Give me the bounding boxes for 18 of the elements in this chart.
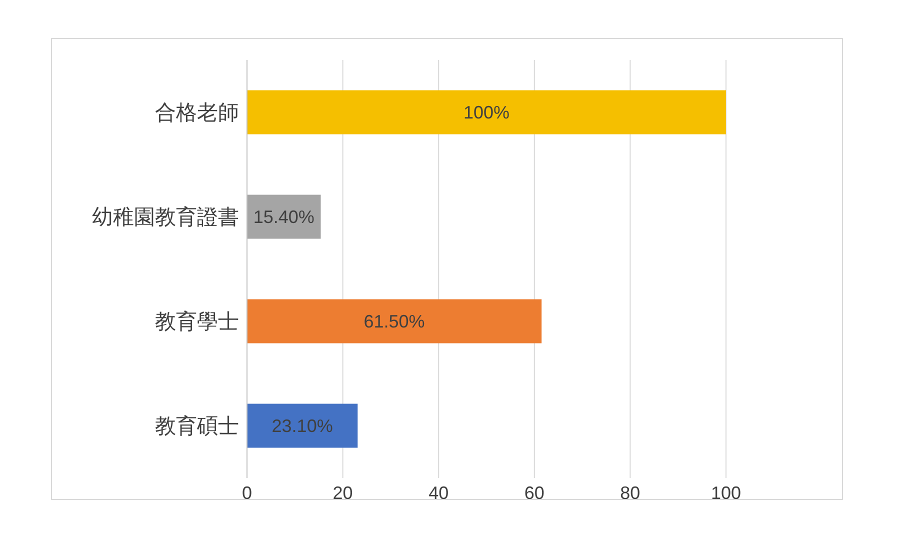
data-label: 61.50% [364, 312, 425, 332]
bar [247, 90, 726, 134]
x-tick-label: 100 [710, 482, 742, 503]
y-tick-label: 教育碩士 [155, 414, 239, 438]
x-tick-label: 60 [524, 482, 544, 503]
data-label: 100% [463, 102, 510, 123]
y-tick-label: 幼稚園教育證書 [92, 205, 239, 230]
x-tick-label: 40 [428, 482, 449, 503]
data-label: 23.10% [272, 416, 333, 436]
bar [247, 194, 321, 239]
x-tick-label: 80 [620, 482, 640, 503]
x-tick-label: 0 [242, 482, 252, 503]
data-label: 15.40% [253, 207, 314, 228]
x-tick-label: 20 [332, 482, 353, 503]
y-tick-label: 合格老師 [155, 102, 239, 125]
bar [247, 404, 358, 448]
bar [247, 299, 542, 344]
y-tick-label: 教育學士 [155, 310, 239, 334]
